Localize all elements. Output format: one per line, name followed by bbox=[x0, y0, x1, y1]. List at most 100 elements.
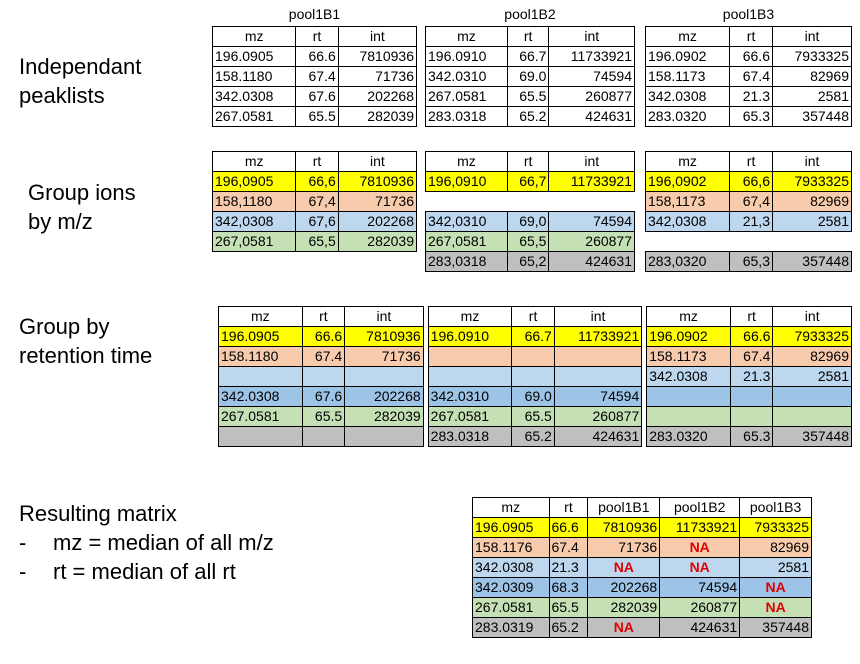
value-cell: 282039 bbox=[587, 597, 661, 618]
value-cell: 66.6 bbox=[548, 517, 589, 538]
rt-cell: 65,2 bbox=[506, 251, 550, 272]
column-header-int: int bbox=[548, 151, 635, 172]
int-cell: 357448 bbox=[771, 251, 853, 272]
table-row: 196.0910 66.7 11733921 bbox=[425, 46, 635, 67]
header-row: mz rt int bbox=[425, 26, 635, 47]
int-cell: 74594 bbox=[548, 211, 635, 232]
mz-cell: 196.0905 bbox=[211, 46, 297, 67]
rt-cell: 69.0 bbox=[511, 386, 555, 407]
rt-cell: 69,0 bbox=[506, 211, 550, 232]
table-row: 342,0308 67,6 202268 bbox=[211, 211, 418, 232]
value-cell: 202268 bbox=[587, 577, 661, 598]
rt-cell: 67.4 bbox=[729, 346, 774, 367]
value-cell: 7933325 bbox=[739, 517, 812, 538]
mz-cell: 267.0581 bbox=[218, 406, 303, 427]
rt-cell: 67.4 bbox=[295, 66, 339, 87]
mz-cell: 283,0320 bbox=[644, 251, 731, 272]
rt-cell: 65.5 bbox=[506, 86, 550, 107]
table-row: 342.0308 67.6 202268 bbox=[211, 86, 418, 107]
result-matrix-table: mz rt pool1B1 pool1B2 pool1B3 196.0905 66.6 781… bbox=[472, 497, 812, 638]
table-row: 342.0308 21.3 2581 bbox=[218, 366, 852, 387]
mz-cell bbox=[426, 192, 508, 212]
column-gap bbox=[422, 386, 429, 407]
mz-cell: 158,1173 bbox=[644, 191, 731, 212]
int-cell: 2581 bbox=[771, 211, 853, 232]
int-cell: 71736 bbox=[344, 346, 424, 367]
label-line: peaklists bbox=[19, 83, 105, 108]
rt-cell bbox=[301, 366, 346, 387]
rt-cell: 21.3 bbox=[729, 86, 773, 107]
mz-cell: 196.0910 bbox=[425, 46, 508, 67]
bullet-mz: - mz = median of all m/z bbox=[19, 530, 274, 555]
column-header: pool1B3 bbox=[739, 497, 812, 518]
na-cell: NA bbox=[739, 597, 812, 618]
table-row: 283.0319 65.2 NA 424631 357448 bbox=[472, 617, 812, 638]
int-cell bbox=[772, 232, 851, 252]
mz-cell: 267,0581 bbox=[425, 231, 508, 252]
column-gap bbox=[641, 346, 648, 367]
value-cell: 342.0308 bbox=[472, 557, 550, 578]
bullet-rt: - rt = median of all rt bbox=[19, 559, 236, 584]
value-cell: 65.5 bbox=[548, 597, 589, 618]
value-cell: 260877 bbox=[659, 597, 741, 618]
value-cell: 71736 bbox=[587, 537, 661, 558]
int-cell: 282039 bbox=[337, 231, 418, 252]
int-cell: 74594 bbox=[548, 66, 635, 87]
table-row: 158.1180 67.4 71736 158.1173 67.4 82969 bbox=[218, 346, 852, 367]
rt-cell bbox=[511, 366, 555, 387]
table-row: 342.0308 67.6 202268 342.0310 69.0 74594 bbox=[218, 386, 852, 407]
table-row: 267.0581 65.5 282039 260877 NA bbox=[472, 597, 812, 618]
table-row: 283.0320 65.3 357448 bbox=[644, 106, 853, 127]
mz-cell: 342.0308 bbox=[211, 86, 297, 107]
column-header-int: int bbox=[548, 26, 635, 47]
int-cell: 2581 bbox=[771, 86, 853, 107]
int-cell: 7810936 bbox=[344, 326, 424, 347]
table-row: 267,0581 65,5 260877 bbox=[425, 231, 635, 252]
column-header-int: int bbox=[344, 306, 424, 327]
value-cell: 196.0905 bbox=[472, 517, 550, 538]
column-header-int: int bbox=[337, 151, 418, 172]
label-line: Group by bbox=[19, 314, 110, 339]
mz-cell bbox=[218, 426, 303, 447]
peaklist-table-pool1B2: mz rt int 196.0910 66.7 11733921 342.0310 69.0 7… bbox=[425, 26, 635, 127]
column-header-mz: mz bbox=[211, 26, 297, 47]
rt-cell: 67,6 bbox=[295, 211, 339, 232]
int-cell: 7810936 bbox=[337, 46, 418, 67]
rt-cell: 66,6 bbox=[729, 171, 773, 192]
rt-cell: 65.2 bbox=[506, 106, 550, 127]
mz-cell: 158.1173 bbox=[644, 66, 731, 87]
table-row: 342,0310 69,0 74594 bbox=[425, 211, 635, 232]
value-cell: 82969 bbox=[739, 537, 812, 558]
label-line: by m/z bbox=[28, 209, 93, 234]
int-cell bbox=[553, 366, 643, 387]
mz-cell: 267.0581 bbox=[427, 406, 513, 427]
table-row: 196.0905 66.6 7810936 11733921 7933325 bbox=[472, 517, 812, 538]
table-row: 267.0581 65.5 260877 bbox=[425, 86, 635, 107]
rt-cell: 69.0 bbox=[506, 66, 550, 87]
column-gap bbox=[422, 326, 429, 347]
header-row: mz rt int bbox=[644, 151, 853, 172]
column-gap bbox=[422, 426, 429, 447]
label-independent-peaklists: Independant peaklists bbox=[19, 52, 141, 110]
mz-cell: 158.1180 bbox=[211, 66, 297, 87]
int-cell bbox=[772, 406, 852, 427]
result-bullets: - mz = median of all m/z - rt = median of … bbox=[19, 528, 274, 586]
mz-cell: 267,0581 bbox=[211, 231, 297, 252]
rt-cell: 66.7 bbox=[506, 46, 550, 67]
column-header-rt: rt bbox=[301, 306, 346, 327]
column-header-rt: rt bbox=[729, 306, 774, 327]
peaklist-title: pool1B2 bbox=[504, 6, 556, 22]
rt-cell: 67.4 bbox=[301, 346, 346, 367]
int-cell: 82969 bbox=[771, 191, 853, 212]
mz-cell: 342.0308 bbox=[644, 86, 731, 107]
column-header: pool1B2 bbox=[659, 497, 741, 518]
na-cell: NA bbox=[659, 557, 741, 578]
column-header-mz: mz bbox=[644, 151, 731, 172]
table-row: 283.0318 65.2 424631 283.0320 65.3 357448 bbox=[218, 426, 852, 447]
rt-cell bbox=[730, 232, 773, 252]
column-gap bbox=[422, 406, 429, 427]
mz-group-table-pool1B3: mz rt int 196,0902 66,6 7933325 158,1173 67,4 82… bbox=[644, 151, 853, 272]
mz-cell: 342.0310 bbox=[427, 386, 513, 407]
label-line: Resulting matrix bbox=[19, 501, 177, 526]
table-row: 283.0318 65.2 424631 bbox=[425, 106, 635, 127]
